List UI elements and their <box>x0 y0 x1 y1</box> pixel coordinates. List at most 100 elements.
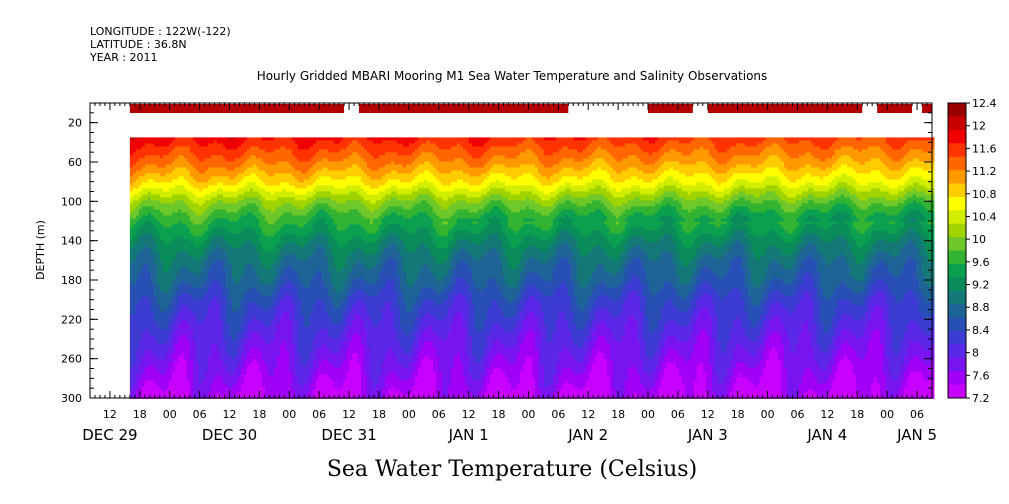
heatmap-cell <box>234 149 239 153</box>
heatmap-cell <box>276 152 281 156</box>
heatmap-cell <box>183 197 188 201</box>
heatmap-cell <box>240 266 245 270</box>
heatmap-cell <box>213 152 218 156</box>
heatmap-cell <box>240 395 245 399</box>
heatmap-cell <box>201 251 206 255</box>
heatmap-cell <box>201 149 206 153</box>
heatmap-cell <box>156 188 161 192</box>
heatmap-cell <box>135 395 140 399</box>
heatmap-cell <box>186 206 191 210</box>
heatmap-cell <box>297 155 302 159</box>
heatmap-cell <box>228 395 233 399</box>
heatmap-cell <box>156 296 161 300</box>
heatmap-cell <box>213 347 218 351</box>
heatmap-cell <box>135 359 140 363</box>
heatmap-cell <box>162 143 167 147</box>
heatmap-cell <box>201 245 206 249</box>
heatmap-cell <box>186 191 191 195</box>
heatmap-cell <box>225 254 230 258</box>
heatmap-cell <box>252 299 257 303</box>
heatmap-cell <box>261 353 266 357</box>
heatmap-cell <box>225 290 230 294</box>
heatmap-cell <box>273 278 278 282</box>
heatmap-cell <box>258 140 263 144</box>
heatmap-cell <box>234 392 239 396</box>
heatmap-cell <box>264 179 269 183</box>
heatmap-cell <box>258 311 263 315</box>
heatmap-cell <box>225 161 230 165</box>
heatmap-cell <box>174 344 179 348</box>
heatmap-cell <box>294 314 299 318</box>
heatmap-cell <box>207 194 212 198</box>
heatmap-cell <box>222 206 227 210</box>
heatmap-cell <box>225 209 230 213</box>
heatmap-cell <box>132 158 137 162</box>
heatmap-cell <box>279 293 284 297</box>
heatmap-cell <box>189 365 194 369</box>
heatmap-cell <box>288 356 293 360</box>
heatmap-cell <box>153 167 158 171</box>
heatmap-cell <box>285 320 290 324</box>
heatmap-cell <box>288 263 293 267</box>
heatmap-cell <box>213 380 218 384</box>
heatmap-cell <box>264 380 269 384</box>
heatmap-cell <box>219 260 224 264</box>
heatmap-cell <box>258 305 263 309</box>
heatmap-cell <box>147 317 152 321</box>
heatmap-cell <box>129 272 134 276</box>
heatmap-cell <box>231 227 236 231</box>
heatmap-cell <box>165 179 170 183</box>
heatmap-cell <box>258 338 263 342</box>
heatmap-cell <box>174 323 179 327</box>
heatmap-cell <box>252 140 257 144</box>
heatmap-cell <box>141 152 146 156</box>
heatmap-cell <box>228 224 233 228</box>
heatmap-cell <box>237 365 242 369</box>
heatmap-cell <box>159 143 164 147</box>
heatmap-cell <box>216 386 221 390</box>
heatmap-cell <box>291 209 296 213</box>
heatmap-cell <box>132 284 137 288</box>
heatmap-cell <box>219 281 224 285</box>
heatmap-cell <box>291 377 296 381</box>
heatmap-cell <box>285 293 290 297</box>
heatmap-cell <box>297 242 302 246</box>
heatmap-cell <box>237 368 242 372</box>
heatmap-cell <box>279 362 284 366</box>
heatmap-cell <box>270 185 275 189</box>
heatmap-cell <box>288 170 293 174</box>
heatmap-cell <box>210 305 215 309</box>
heatmap-cell <box>255 368 260 372</box>
heatmap-cell <box>180 233 185 237</box>
heatmap-cell <box>210 194 215 198</box>
heatmap-cell <box>267 332 272 336</box>
heatmap-cell <box>270 197 275 201</box>
heatmap-cell <box>201 143 206 147</box>
heatmap-cell <box>291 185 296 189</box>
heatmap-cell <box>228 314 233 318</box>
heatmap-cell <box>231 224 236 228</box>
heatmap-cell <box>267 275 272 279</box>
heatmap-cell <box>168 260 173 264</box>
heatmap-cell <box>261 206 266 210</box>
heatmap-cell <box>141 188 146 192</box>
heatmap-cell <box>231 248 236 252</box>
heatmap-cell <box>276 167 281 171</box>
heatmap-cell <box>273 155 278 159</box>
heatmap-cell <box>243 251 248 255</box>
heatmap-cell <box>171 212 176 216</box>
heatmap-cell <box>255 350 260 354</box>
heatmap-cell <box>162 296 167 300</box>
heatmap-cell <box>264 161 269 165</box>
heatmap-cell <box>156 359 161 363</box>
heatmap-cell <box>135 209 140 213</box>
heatmap-cell <box>156 173 161 177</box>
heatmap-cell <box>198 185 203 189</box>
heatmap-cell <box>276 275 281 279</box>
heatmap-cell <box>147 302 152 306</box>
heatmap-cell <box>288 335 293 339</box>
heatmap-cell <box>186 338 191 342</box>
heatmap-cell <box>129 158 134 162</box>
heatmap-cell <box>246 164 251 168</box>
heatmap-cell <box>219 284 224 288</box>
